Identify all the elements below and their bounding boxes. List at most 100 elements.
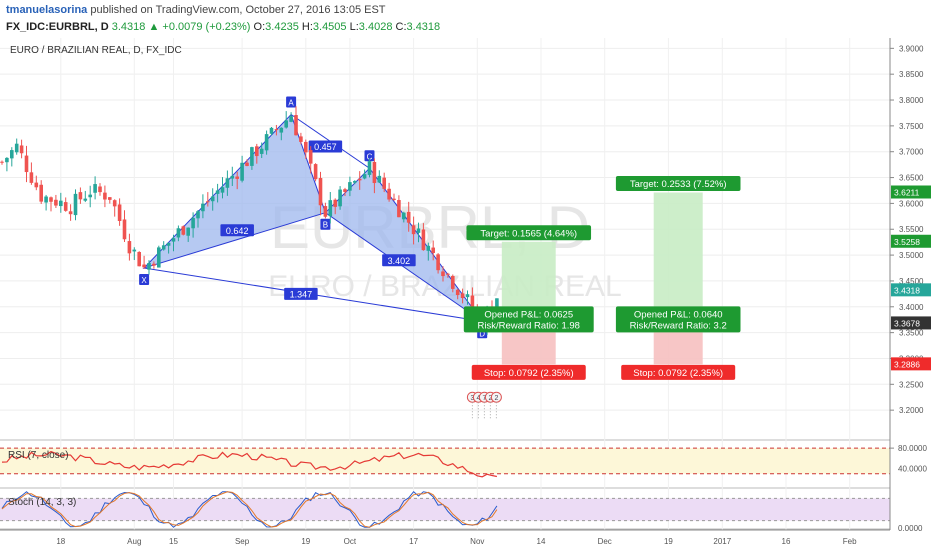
time-tick-label: Sep <box>235 537 250 546</box>
rsi-line <box>1 450 498 478</box>
rsi-band <box>0 448 890 474</box>
candle-body <box>387 188 391 200</box>
publish-text: published on TradingView.com, October 27… <box>90 4 386 16</box>
high-value: 3.4505 <box>312 21 347 33</box>
price-tick-label: 3.6500 <box>899 174 924 183</box>
price-marker <box>891 316 931 330</box>
position-tools[interactable] <box>501 192 703 365</box>
time-tick-label: 17 <box>409 537 418 546</box>
time-tick-label: 14 <box>537 537 546 546</box>
point-label-c[interactable] <box>364 150 375 162</box>
point-label-b[interactable] <box>320 218 331 230</box>
time-axis[interactable]: 18 Aug 15 Sep 19 Oct 17 Nov 14 Dec 19 2017 16 Feb <box>0 529 890 546</box>
time-tick-label: 2017 <box>713 537 731 546</box>
price-marker <box>891 185 931 199</box>
candle-body <box>108 197 112 200</box>
chart-header: tmanuelasorina published on TradingView.… <box>0 0 932 38</box>
candle-body <box>59 200 63 207</box>
price-tick-label: 3.4000 <box>899 303 924 312</box>
target-label-box <box>615 175 741 191</box>
candle-body <box>166 242 171 246</box>
candle-body <box>103 192 107 200</box>
ohlc-readout: FX_IDC:EURBRL, D 3.4318 ▲ +0.0079 (+0.23… <box>6 21 440 33</box>
candle-body <box>294 115 298 136</box>
point-letter: C <box>367 152 373 161</box>
candle-body <box>274 129 279 131</box>
candle-body <box>284 120 288 128</box>
point-label-x[interactable] <box>139 274 150 286</box>
candle-body <box>230 175 235 179</box>
symbol-label: FX_IDC:EURBRL, D <box>6 21 109 33</box>
candle-body <box>240 162 244 181</box>
ratio-label[interactable] <box>284 287 318 300</box>
candle-body <box>147 263 151 270</box>
price-axis[interactable]: 3.9000 3.8500 3.8000 3.7500 3.7000 3.6500 3.60… <box>889 38 931 530</box>
stoch-pane[interactable]: 0.0000 <box>0 491 923 533</box>
ratio-text: 1.347 <box>290 289 313 299</box>
candle-body <box>465 294 470 298</box>
ratio-text: 3.402 <box>388 256 411 266</box>
ratio-label[interactable] <box>220 224 254 237</box>
change-value: +0.0079 (+0.23%) <box>162 21 251 33</box>
candle-body <box>88 194 92 198</box>
time-tick-label: Oct <box>344 537 357 546</box>
candle-body <box>455 289 460 295</box>
price-tick-label: 3.5000 <box>899 251 924 260</box>
chart-title: EURO / BRAZILIAN REAL, D, FX_IDC <box>10 45 182 56</box>
price-tick-label: 3.5500 <box>899 225 924 234</box>
candle-body <box>308 150 313 164</box>
candle-body <box>63 202 68 211</box>
target-zone[interactable] <box>653 192 703 324</box>
price-marker-label: 3.6211 <box>894 187 920 197</box>
ratio-label[interactable] <box>382 254 416 267</box>
candle-body <box>10 150 14 159</box>
candle-body <box>191 217 195 229</box>
stoch-label: Stoch (14, 3, 3) <box>8 497 77 508</box>
candle-body <box>127 241 132 254</box>
candle-body <box>14 143 19 153</box>
bcd-triangle[interactable] <box>324 167 483 322</box>
candle-body <box>117 204 122 221</box>
position-labels: Target: 0.1565 (4.64%) Opened P&L: 0.0625… <box>463 175 741 380</box>
candle-body <box>357 178 362 181</box>
pnl-label-text: Risk/Reward Ratio: 3.2 <box>630 320 727 331</box>
stop-label-box <box>471 364 586 380</box>
candle-body <box>328 200 333 217</box>
author-link[interactable]: tmanuelasorina <box>6 4 88 16</box>
time-tick-label: Feb <box>843 537 857 546</box>
close-label: C: <box>395 21 407 33</box>
price-chart[interactable]: EURBRL, D EURO / BRAZILIAN REAL XABCD0.6… <box>0 38 932 550</box>
candle-body <box>495 298 499 314</box>
candle-body <box>137 251 141 267</box>
candle-body <box>34 182 39 188</box>
candle-body <box>201 203 205 212</box>
stop-label-box <box>621 364 736 380</box>
candle-body <box>176 228 181 238</box>
time-tick-label: Aug <box>127 537 141 546</box>
candle-body <box>250 147 254 166</box>
price-marker-label: 3.4318 <box>894 285 920 295</box>
candle-body <box>225 178 230 188</box>
candle-body <box>416 228 421 233</box>
price-marker-label: 3.3678 <box>894 318 920 328</box>
rsi-pane[interactable]: 80.0000 40.0000 <box>0 444 927 478</box>
price-marker <box>891 357 931 371</box>
candle-body <box>78 192 83 200</box>
candle-body <box>411 225 416 235</box>
stoch-band <box>0 498 890 521</box>
candle-body <box>220 187 225 193</box>
pnl-label-box <box>463 306 594 333</box>
candle-body <box>323 206 328 217</box>
candle-body <box>235 176 239 179</box>
candle-body <box>161 245 166 250</box>
ratio-label[interactable] <box>308 140 343 153</box>
open-value: 3.4235 <box>265 21 299 33</box>
point-label-a[interactable] <box>286 96 297 108</box>
candle-body <box>142 264 146 268</box>
candle-body <box>259 148 264 154</box>
candle-body <box>362 174 367 179</box>
point-letter: X <box>141 276 147 285</box>
candle-body <box>196 211 200 219</box>
candle-body <box>186 227 190 236</box>
